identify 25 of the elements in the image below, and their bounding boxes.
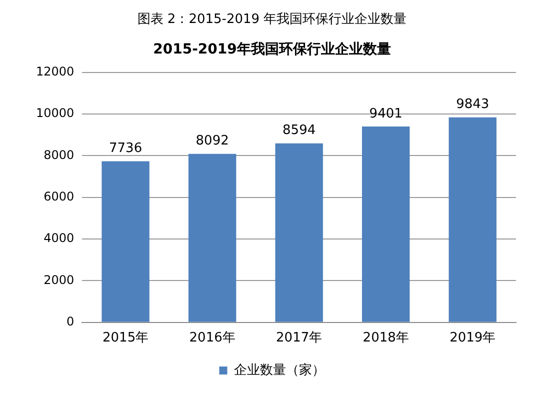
- data-label: 8092: [196, 134, 229, 149]
- x-tick-label: 2018年: [362, 330, 409, 346]
- y-tick-label: 0: [66, 314, 74, 329]
- data-label: 8594: [282, 123, 316, 138]
- bar: [362, 126, 410, 322]
- bar: [275, 143, 323, 322]
- x-tick-label: 2017年: [276, 330, 322, 346]
- x-tick-label: 2016年: [189, 330, 236, 346]
- y-tick-label: 12000: [36, 64, 74, 79]
- chart-subtitle: 2015-2019年我国环保行业企业数量: [153, 42, 391, 58]
- y-tick-label: 2000: [44, 272, 74, 287]
- bar: [188, 154, 236, 322]
- bar: [448, 117, 496, 322]
- bar: [102, 161, 150, 322]
- y-tick-label: 6000: [44, 190, 74, 204]
- legend-label: 企业数量（家）: [234, 362, 325, 378]
- data-label: 9843: [456, 97, 490, 112]
- chart-title: 图表 2：2015-2019 年我国环保行业企业数量: [137, 12, 407, 28]
- x-tick-label: 2019年: [450, 330, 496, 346]
- data-label: 9401: [369, 106, 402, 122]
- data-label: 7736: [109, 141, 142, 156]
- x-tick-label: 2015年: [102, 330, 149, 346]
- y-tick-label: 8000: [44, 148, 74, 162]
- y-tick-label: 4000: [44, 231, 74, 246]
- y-tick-label: 10000: [36, 106, 74, 120]
